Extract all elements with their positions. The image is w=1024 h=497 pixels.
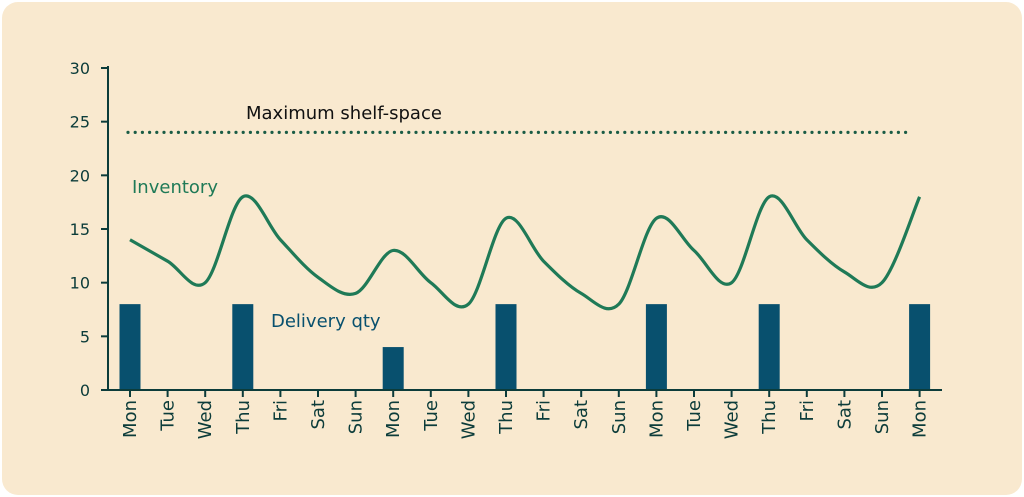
x-tick-label-sat-19: Sat (834, 400, 855, 430)
y-tick-label-25: 25 (70, 113, 90, 132)
x-tick-label-sat-12: Sat (571, 400, 592, 430)
x-tick-label-wed-16: Wed (722, 400, 743, 439)
x-tick-label-tue-1: Tue (158, 400, 179, 432)
x-tick-label-fri-18: Fri (797, 400, 818, 421)
x-tick-label-fri-4: Fri (270, 400, 291, 421)
x-tick-label-mon-21: Mon (910, 400, 931, 438)
delivery-bar-mon-7 (382, 347, 404, 390)
x-tick-label-thu-10: Thu (496, 400, 517, 435)
x-tick-label-mon-14: Mon (646, 400, 667, 438)
delivery-bar-thu-10 (495, 304, 517, 390)
inventory-label: Inventory (132, 177, 218, 198)
x-tick-label-thu-17: Thu (759, 400, 780, 435)
inventory-line-layer (129, 194, 922, 311)
x-tick-label-wed-9: Wed (458, 400, 479, 439)
y-tick-label-30: 30 (70, 59, 90, 78)
x-tick-label-fri-11: Fri (534, 400, 555, 421)
x-tick-label-mon-7: Mon (383, 400, 404, 438)
delivery-label: Delivery qty (271, 311, 381, 332)
annotations: Maximum shelf-space Inventory Delivery q… (132, 103, 442, 332)
x-tick-label-sun-20: Sun (872, 400, 893, 434)
y-tick-label-10: 10 (70, 274, 90, 293)
axes: 0 5 10 15 20 25 30 Mon Tue Wed Thu Fri Sat Sun Mon Tue W… (70, 59, 942, 439)
x-tick-label-tue-8: Tue (421, 400, 442, 432)
delivery-bars (119, 304, 931, 390)
threshold-label: Maximum shelf-space (246, 103, 442, 124)
x-tick-label-sun-13: Sun (609, 400, 630, 434)
y-tick-label-5: 5 (80, 327, 90, 346)
x-tick-label-mon-0: Mon (120, 400, 141, 438)
delivery-bar-thu-3 (232, 304, 254, 390)
x-tick-label-sun-6: Sun (346, 400, 367, 434)
x-tick-label-tue-15: Tue (684, 400, 705, 432)
delivery-bar-mon-21 (909, 304, 931, 390)
y-tick-label-20: 20 (70, 166, 90, 185)
x-tick-label-wed-2: Wed (195, 400, 216, 439)
inventory-line (129, 194, 922, 311)
delivery-bar-thu-17 (758, 304, 780, 390)
delivery-bar-mon-0 (119, 304, 141, 390)
x-tick-label-thu-3: Thu (233, 400, 254, 435)
x-tick-label-sat-5: Sat (308, 400, 329, 430)
y-tick-label-15: 15 (70, 220, 90, 239)
y-tick-label-0: 0 (80, 381, 90, 400)
delivery-bar-mon-14 (645, 304, 667, 390)
